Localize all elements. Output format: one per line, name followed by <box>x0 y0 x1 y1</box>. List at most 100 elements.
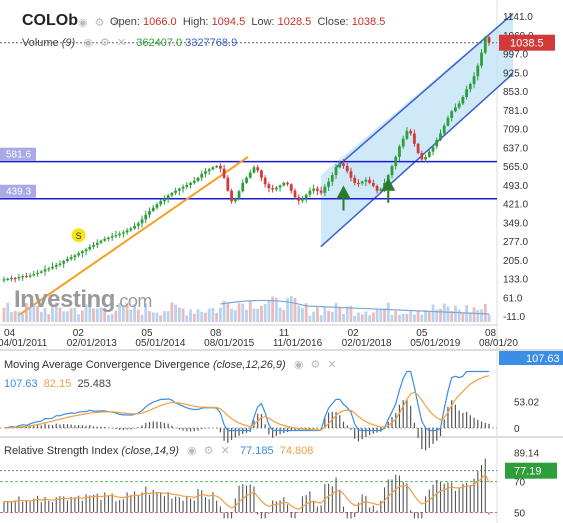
volume-bar <box>301 308 304 322</box>
volume-bar <box>47 314 51 322</box>
volume-bar <box>420 314 424 322</box>
volume-bar <box>409 311 413 322</box>
candle-body <box>334 167 338 176</box>
volume-bar <box>412 314 416 322</box>
price-tick-label: 781.0 <box>503 106 528 117</box>
candle-body <box>472 76 476 84</box>
candle-body <box>103 238 107 241</box>
price-tick-label: 637.0 <box>503 143 528 154</box>
candle-body <box>319 190 323 193</box>
rsi-tools-icons[interactable]: ◉ ⚙ ✕ <box>181 445 237 457</box>
volume-bar <box>121 305 125 322</box>
volume-bar <box>274 297 278 322</box>
volume-bar <box>114 310 118 322</box>
logo-suffix: .com <box>114 291 153 311</box>
volume-bar <box>166 311 170 322</box>
volume-bar <box>226 303 230 322</box>
volume-bar <box>357 312 360 322</box>
x-tick-short: 02 <box>348 328 360 339</box>
candle-body <box>461 96 465 104</box>
volume-bar <box>159 315 163 322</box>
volume-bar <box>390 314 394 322</box>
volume-bar <box>424 310 427 322</box>
candle-body <box>233 198 237 202</box>
volume-bar <box>353 315 357 322</box>
volume-bar <box>136 309 140 322</box>
price-tick-label: 997.0 <box>503 50 528 61</box>
rsi-tick-label: 50 <box>514 508 526 519</box>
candle-body <box>121 232 125 234</box>
candle-body <box>308 190 312 195</box>
candle-body <box>342 163 345 166</box>
candle-body <box>394 156 398 166</box>
volume-bar <box>319 315 323 322</box>
candle-body <box>371 182 375 187</box>
candle-body <box>450 111 454 118</box>
candle-body <box>129 228 133 231</box>
volume-bar <box>21 313 25 322</box>
volume-bar <box>334 302 338 322</box>
macd-title: Moving Average Convergence Divergence (c… <box>4 358 339 371</box>
volume-bar <box>315 307 319 322</box>
candle-body <box>189 182 192 186</box>
candle-body <box>401 138 405 147</box>
candle-body <box>390 166 394 176</box>
volume-bar <box>293 298 297 322</box>
volume-bar <box>73 308 77 322</box>
candle-body <box>62 261 66 264</box>
macd-tools-icons[interactable]: ◉ ⚙ ✕ <box>288 359 339 371</box>
volume-bar <box>10 312 13 322</box>
volume-bar <box>371 312 375 322</box>
candle-body <box>32 274 36 276</box>
candle-body <box>427 151 431 157</box>
symbol-tools-icons[interactable]: ◉ ⚙ ✕ <box>78 17 123 29</box>
volume-bar <box>435 309 439 322</box>
rsi-value: 77.185 <box>239 445 274 457</box>
candle-body <box>375 186 379 191</box>
x-tick-date: 02/01/2018 <box>342 338 392 349</box>
volume-tools-icons[interactable]: ◉ ⚙ ✕ <box>78 37 134 49</box>
volume-bar <box>345 306 349 322</box>
candle-body <box>442 125 446 134</box>
volume-bar <box>103 310 107 322</box>
candle-body <box>24 276 28 278</box>
candle-body <box>13 277 17 280</box>
rsi-ma-value: 74.808 <box>279 445 314 457</box>
candle-body <box>151 207 155 212</box>
volume-period: (9) <box>61 37 76 49</box>
rsi-tick-label: 89.14 <box>514 448 539 459</box>
volume-bar <box>457 309 461 322</box>
macd-params: (close,12,26,9) <box>212 359 286 371</box>
volume-bar <box>476 309 480 322</box>
x-tick-date: 05/01/2014 <box>135 338 185 349</box>
last-price-label: 1038.5 <box>510 38 544 50</box>
price-tick-label: -11.0 <box>503 312 525 323</box>
volume-bar <box>252 308 256 322</box>
price-tick-label: 853.0 <box>503 87 528 98</box>
volume-bar <box>24 303 28 322</box>
candle-body <box>330 175 334 182</box>
close-value: 1038.5 <box>351 16 386 28</box>
volume-value: 362407.0 <box>136 37 183 49</box>
candle-body <box>412 133 416 144</box>
volume-bar <box>338 307 342 322</box>
candle-body <box>439 133 442 140</box>
candle-body <box>245 177 248 183</box>
candle-body <box>21 276 25 278</box>
price-tick-label: 421.0 <box>503 200 528 211</box>
x-tick-date: 08/01/20 <box>479 338 518 349</box>
x-tick-short: 11 <box>279 328 290 339</box>
volume-bar <box>222 300 226 322</box>
candle-body <box>398 146 401 157</box>
volume-bar <box>62 311 66 322</box>
histogram-value: 25.483 <box>77 378 112 390</box>
candle-body <box>446 117 450 126</box>
volume-bar <box>36 306 39 322</box>
volume-bar <box>233 309 237 322</box>
candle-body <box>47 268 51 270</box>
volume-bar <box>28 307 32 322</box>
volume-bar <box>2 307 6 322</box>
volume-bar <box>454 305 457 322</box>
volume-bar <box>427 311 431 322</box>
